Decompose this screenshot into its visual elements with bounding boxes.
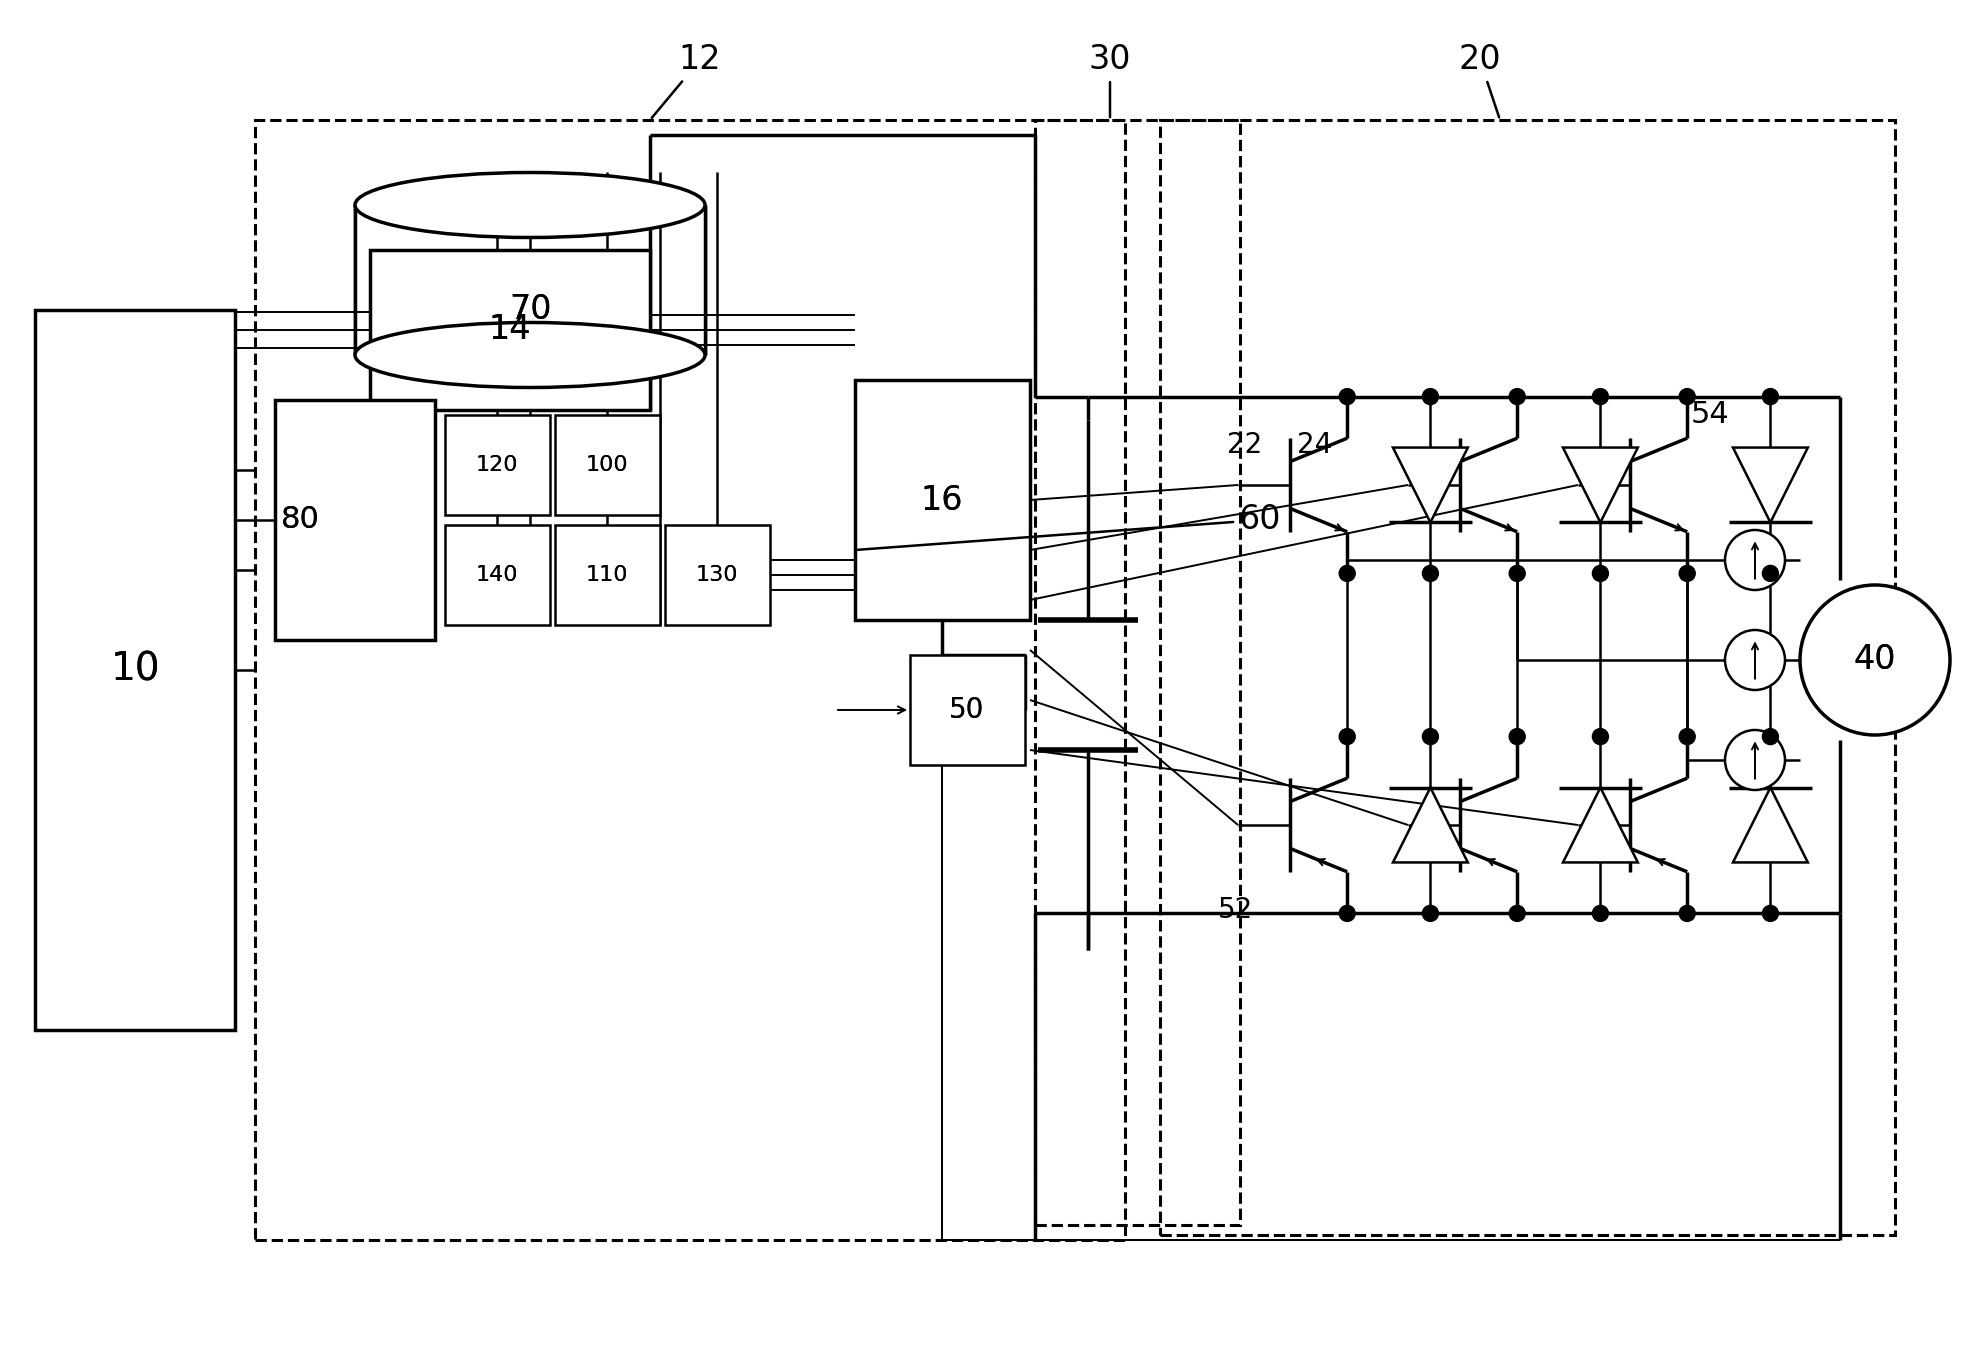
Text: 70: 70 [508, 293, 551, 326]
Ellipse shape [356, 322, 705, 388]
Circle shape [1340, 906, 1356, 922]
Text: 14: 14 [488, 314, 532, 347]
Circle shape [1510, 566, 1525, 581]
Circle shape [1593, 729, 1608, 745]
Circle shape [1725, 630, 1784, 690]
Text: 40: 40 [1853, 644, 1897, 677]
Circle shape [1593, 906, 1608, 922]
Text: 130: 130 [696, 564, 739, 585]
Text: 10: 10 [111, 651, 160, 689]
Polygon shape [1733, 788, 1808, 863]
Text: 52: 52 [1217, 896, 1253, 923]
Text: 120: 120 [476, 455, 518, 475]
Bar [445, 415, 549, 515]
Circle shape [1763, 906, 1778, 922]
Bar [370, 249, 650, 410]
Circle shape [1763, 566, 1778, 581]
Bar [1035, 121, 1241, 1225]
Text: 54: 54 [1691, 400, 1729, 430]
Ellipse shape [356, 173, 705, 237]
Circle shape [1680, 906, 1695, 922]
Text: 50: 50 [948, 696, 984, 723]
Text: 140: 140 [476, 564, 518, 585]
Bar [255, 121, 1124, 1240]
Bar [356, 206, 705, 355]
Polygon shape [1563, 788, 1638, 863]
Circle shape [1510, 906, 1525, 922]
Circle shape [1763, 389, 1778, 404]
Text: 110: 110 [585, 564, 628, 585]
Bar [36, 310, 235, 1030]
Polygon shape [1733, 448, 1808, 522]
Bar [911, 655, 1026, 764]
Text: 130: 130 [696, 564, 739, 585]
Bar [666, 525, 771, 625]
Text: 20: 20 [1458, 44, 1502, 118]
Circle shape [1510, 729, 1525, 745]
Circle shape [1680, 729, 1695, 745]
Circle shape [1725, 530, 1784, 590]
Circle shape [1340, 389, 1356, 404]
Text: 16: 16 [921, 484, 962, 516]
Text: 80: 80 [281, 506, 320, 534]
Text: 110: 110 [585, 564, 628, 585]
Circle shape [1680, 566, 1695, 581]
Bar [555, 525, 660, 625]
Circle shape [1423, 729, 1439, 745]
Circle shape [1593, 566, 1608, 581]
Text: 100: 100 [585, 455, 628, 475]
Circle shape [1423, 566, 1439, 581]
Circle shape [1340, 566, 1356, 581]
Text: 16: 16 [921, 484, 962, 516]
Bar [856, 379, 1029, 621]
Text: 10: 10 [111, 651, 160, 689]
Text: 12: 12 [652, 44, 721, 118]
Circle shape [1725, 730, 1784, 790]
Text: 120: 120 [476, 455, 518, 475]
Text: 140: 140 [476, 564, 518, 585]
Circle shape [1510, 389, 1525, 404]
Text: 30: 30 [1089, 44, 1130, 118]
Circle shape [1763, 729, 1778, 745]
Bar [275, 400, 435, 640]
Circle shape [1593, 389, 1608, 404]
Bar [445, 525, 549, 625]
Text: 70: 70 [508, 293, 551, 326]
Polygon shape [1393, 788, 1468, 863]
Circle shape [1340, 729, 1356, 745]
Polygon shape [1393, 448, 1468, 522]
Circle shape [1800, 585, 1950, 734]
Circle shape [1680, 389, 1695, 404]
Text: 14: 14 [488, 314, 532, 347]
Text: 24: 24 [1298, 432, 1332, 459]
Circle shape [1423, 389, 1439, 404]
Text: 40: 40 [1853, 644, 1897, 677]
Bar [555, 415, 660, 515]
Text: 100: 100 [585, 455, 628, 475]
Text: 60: 60 [858, 504, 1280, 549]
Bar [1160, 121, 1895, 1234]
Circle shape [1423, 906, 1439, 922]
Text: 80: 80 [281, 506, 320, 534]
Text: 50: 50 [948, 696, 984, 723]
Polygon shape [1563, 448, 1638, 522]
Text: 22: 22 [1227, 432, 1263, 459]
